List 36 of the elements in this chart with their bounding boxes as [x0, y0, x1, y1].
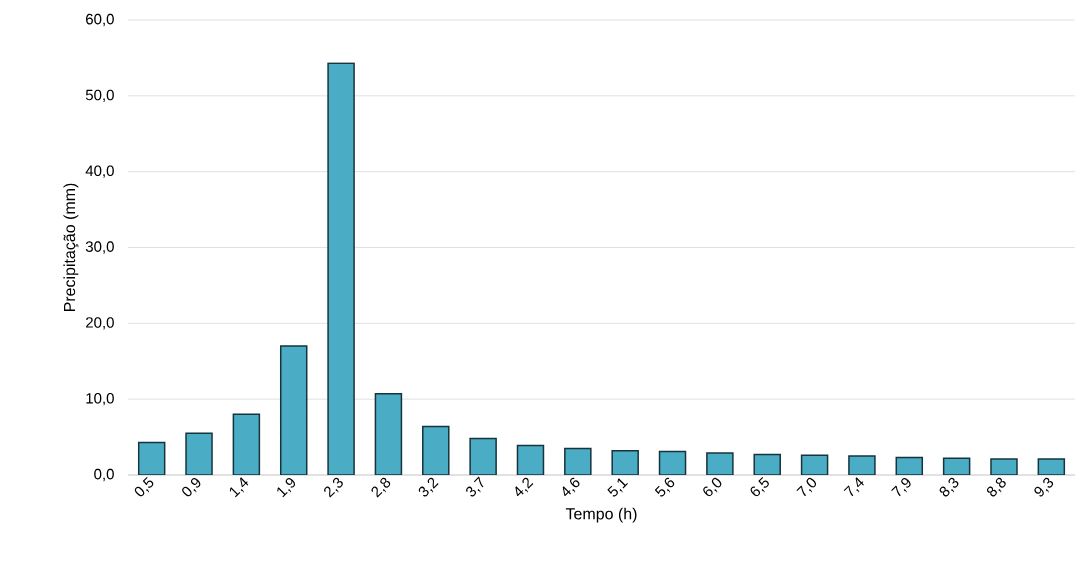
x-tick-label: 7,4 — [843, 477, 864, 497]
x-tick-label: 1,9 — [277, 477, 296, 498]
x-tick-label: 6,5 — [750, 476, 769, 497]
x-tick-label: 3,7 — [466, 476, 484, 497]
x-tick-label: 2,8 — [371, 477, 391, 498]
y-tick-label: 60,0 — [86, 13, 114, 27]
y-tick-label: 20,0 — [86, 317, 114, 330]
x-tick-label: 2,3 — [324, 477, 343, 498]
x-tick-label: 1,4 — [229, 477, 249, 498]
y-axis-title: Precipitação (mm) — [63, 183, 79, 312]
x-tick-label: 4,6 — [562, 477, 580, 497]
y-tick-label: 30,0 — [85, 241, 114, 254]
x-tick-label: 3,2 — [418, 477, 439, 497]
bar — [137, 441, 166, 475]
bar — [374, 393, 403, 475]
x-tick-label: 0,9 — [182, 477, 201, 497]
x-tick-label: 7,9 — [891, 477, 911, 497]
x-tick-label: 0,5 — [134, 476, 154, 497]
bar — [516, 444, 545, 475]
bar — [232, 413, 261, 475]
x-tick-label: 5,1 — [607, 478, 628, 497]
bar — [658, 450, 687, 475]
x-tick-label: 5,6 — [654, 477, 675, 497]
x-tick-label: 9,3 — [1034, 477, 1054, 497]
x-axis-title: Tempo (h) — [565, 507, 637, 523]
bar — [279, 345, 308, 475]
y-tick-label: 40,0 — [85, 165, 114, 178]
x-tick-label: 4,2 — [515, 477, 534, 497]
y-tick-label: 50,0 — [85, 89, 114, 103]
x-tick-label: 8,8 — [986, 477, 1006, 497]
y-tick-label: 0,0 — [94, 468, 114, 482]
x-tick-label: 7,0 — [796, 477, 817, 497]
x-tick-label: 8,3 — [939, 477, 959, 497]
bar — [327, 62, 355, 475]
x-tick-label: 6,0 — [703, 477, 722, 497]
y-tick-label: 10,0 — [86, 392, 114, 406]
